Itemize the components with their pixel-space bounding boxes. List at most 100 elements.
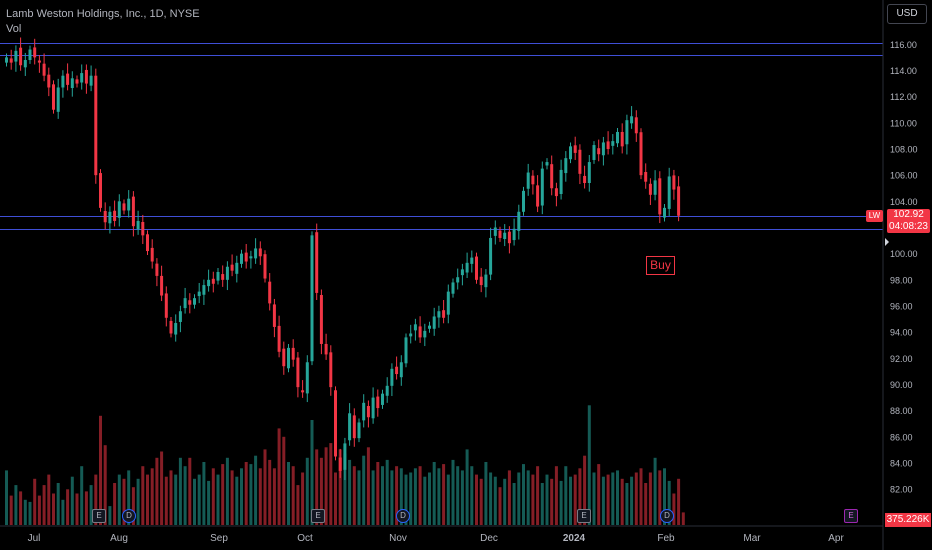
volume-bar: [644, 483, 648, 525]
candle-body: [583, 175, 587, 184]
volume-bars: [5, 405, 685, 525]
currency-button[interactable]: USD: [887, 4, 927, 24]
volume-bar: [296, 485, 300, 525]
volume-bar: [216, 474, 220, 525]
candle-body: [616, 131, 619, 144]
volume-bar: [681, 512, 685, 525]
candle-body: [131, 196, 135, 227]
volume-bar: [108, 506, 112, 525]
candle-body: [503, 232, 507, 240]
earnings-event-icon[interactable]: E: [844, 509, 858, 523]
candle-body: [164, 293, 168, 318]
volume-bar: [19, 491, 23, 525]
earnings-event-icon[interactable]: E: [577, 509, 591, 523]
earnings-event-icon[interactable]: E: [311, 509, 325, 523]
candle-body: [160, 275, 164, 296]
candle-body: [573, 145, 577, 153]
candle-body: [395, 366, 399, 375]
y-tick-label: 100.00: [890, 249, 918, 259]
candle-body: [277, 325, 281, 352]
horizontal-lines: [0, 43, 883, 230]
candle-body: [42, 63, 46, 76]
earnings-event-icon[interactable]: E: [92, 509, 106, 523]
volume-bar: [606, 474, 610, 525]
volume-bar: [418, 466, 422, 525]
volume-bar: [263, 449, 267, 525]
dividend-event-icon[interactable]: D: [396, 509, 410, 523]
volume-bar: [70, 476, 74, 525]
volume-bar: [465, 449, 469, 525]
volume-bar: [47, 474, 51, 525]
volume-bar: [66, 489, 70, 525]
dividend-event-icon[interactable]: D: [122, 509, 136, 523]
volume-bar: [395, 466, 399, 525]
candle-body: [559, 169, 563, 194]
dividend-event-icon[interactable]: D: [660, 509, 674, 523]
candle-body: [94, 75, 98, 176]
volume-bar: [334, 472, 337, 525]
candle-body: [470, 257, 474, 264]
volume-bar: [23, 499, 27, 525]
volume-bar: [479, 478, 483, 525]
volume-bar: [202, 462, 206, 525]
candle-body: [592, 145, 596, 160]
y-tick-label: 112.00: [890, 92, 917, 102]
candle-body: [667, 176, 671, 209]
y-tick-label: 86.00: [890, 432, 913, 442]
volume-bar: [80, 466, 84, 525]
y-tick-label: 114.00: [890, 66, 917, 76]
volume-bar: [583, 455, 587, 525]
candle-body: [371, 397, 375, 419]
candle-body: [23, 60, 27, 68]
volume-bar: [150, 468, 154, 525]
candle-body: [423, 330, 427, 338]
y-tick-label: 110.00: [890, 118, 917, 128]
y-tick-label: 90.00: [890, 380, 913, 390]
y-tick-label: 84.00: [890, 459, 913, 469]
candle-body: [531, 175, 535, 185]
volume-bar: [639, 468, 643, 525]
x-tick-label: 2024: [563, 533, 586, 544]
candle-body: [28, 49, 32, 61]
candle-body: [268, 281, 272, 304]
x-tick-label: Oct: [297, 533, 313, 544]
volume-bar: [348, 459, 352, 525]
volume-bar: [550, 478, 554, 525]
candle-body: [193, 298, 196, 305]
volume-bar: [117, 474, 121, 525]
candle-body: [446, 291, 450, 315]
candle-body: [70, 78, 74, 89]
volume-bar: [99, 415, 102, 525]
candle-body: [644, 172, 648, 182]
volume-bar: [272, 468, 276, 525]
volume-bar: [587, 405, 591, 525]
buy-annotation[interactable]: Buy: [646, 256, 675, 275]
volume-bar: [456, 466, 460, 525]
volume-bar: [399, 468, 403, 525]
volume-bar: [460, 470, 464, 525]
volume-bar: [423, 476, 427, 525]
volume-bar: [221, 464, 225, 525]
volume-bar: [84, 491, 88, 525]
candle-body: [197, 291, 201, 297]
volume-bar: [164, 476, 168, 525]
candle-body: [5, 57, 8, 63]
volume-bar: [630, 476, 634, 525]
volume-bar: [554, 466, 558, 525]
volume-bar: [193, 478, 196, 525]
candle-body: [249, 256, 253, 259]
candle-body: [362, 402, 366, 421]
candle-body: [390, 368, 394, 386]
candle-body: [357, 422, 361, 439]
candle-body: [127, 198, 131, 211]
candle-body: [272, 304, 276, 327]
volume-bar: [89, 485, 93, 525]
candle-body: [648, 183, 652, 195]
volume-bar: [103, 445, 107, 525]
candle-body: [634, 117, 638, 134]
candle-body: [122, 203, 126, 211]
candle-body: [512, 228, 516, 241]
candle-body: [80, 73, 84, 83]
volume-bar: [540, 483, 544, 525]
